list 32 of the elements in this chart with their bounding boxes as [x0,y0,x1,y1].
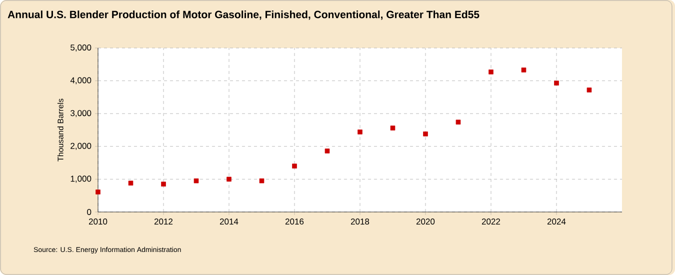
point [521,68,526,72]
point [423,132,428,136]
y-tick-label: 5,000 [70,44,92,52]
point [488,70,494,74]
point [324,148,330,154]
x-tick-label: 2010 [88,218,108,225]
y-tick-label: 3,000 [70,110,92,118]
point [586,88,592,92]
chart-title: Annual U.S. Blender Production of Motor Gasoline, Finished, Conventional, Greater Than Ed55 [8,10,480,20]
point [554,80,559,86]
point [390,126,396,130]
y-tick-label: 0 [87,208,92,215]
y-tick-label: 4,000 [70,77,92,84]
point [226,176,232,182]
point [259,178,264,184]
x-tick-label: 2014 [220,218,238,225]
y-tick-label: 1,000 [70,176,92,183]
x-tick-label: 2018 [350,218,370,225]
y-axis-title: Thousand Barrels [57,98,64,162]
point [128,180,134,186]
x-tick-label: 2016 [285,218,304,225]
point [292,164,297,168]
point [456,120,461,125]
point [96,190,100,194]
y-tick-label: 2,000 [70,142,92,150]
point [194,178,199,184]
point [358,130,362,134]
x-tick-label: 2022 [482,218,500,225]
x-tick-label: 2012 [154,218,173,225]
x-tick-label: 2020 [416,218,435,225]
x-tick-label: 2024 [547,218,566,225]
point [161,182,166,187]
